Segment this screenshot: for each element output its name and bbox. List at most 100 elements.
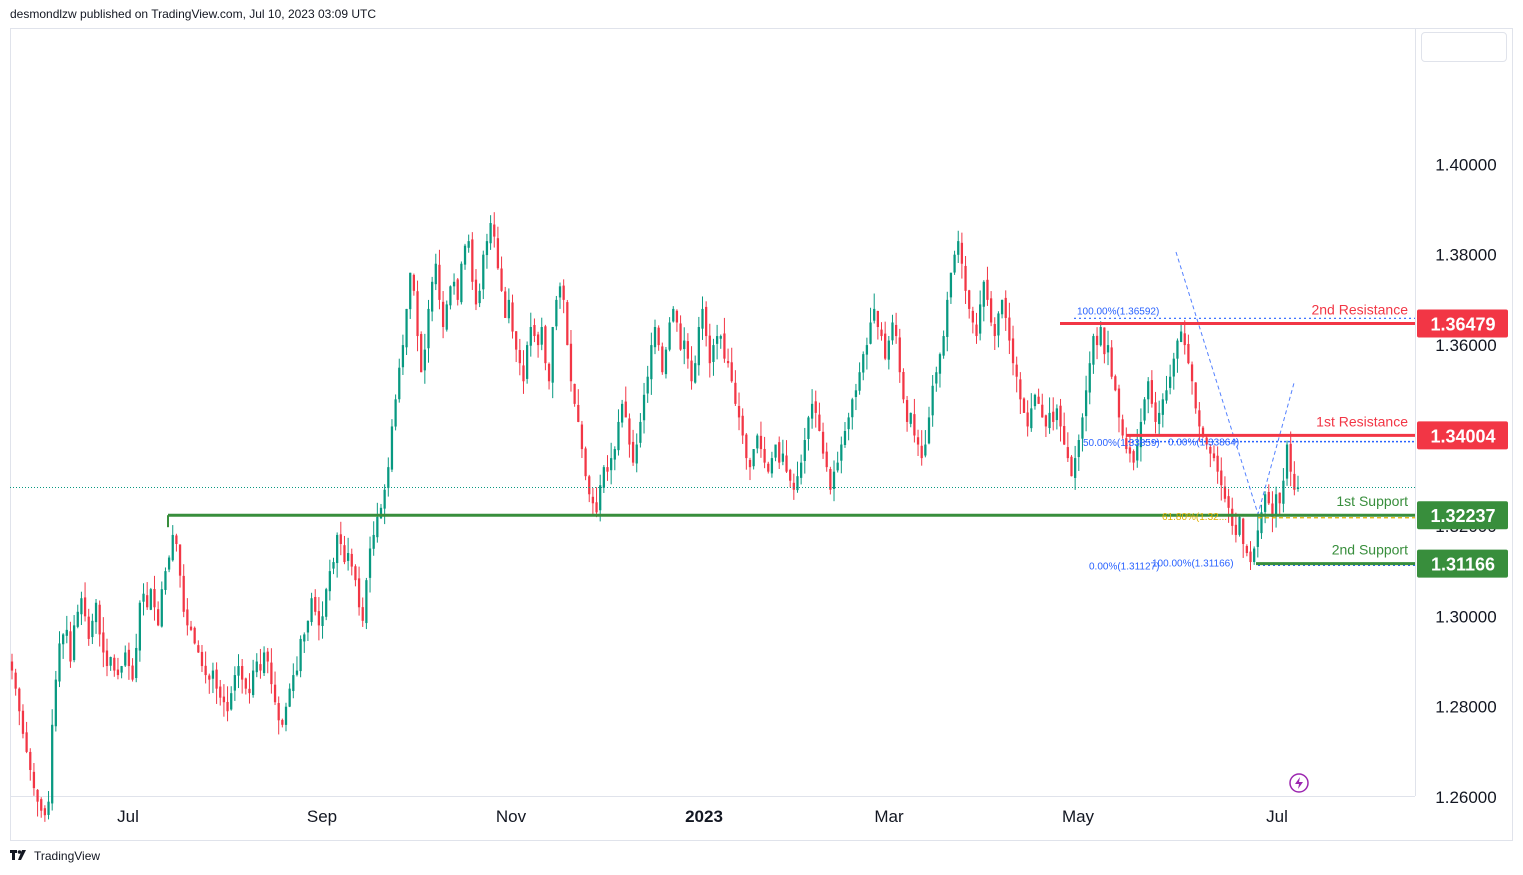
candle-body [1044, 415, 1048, 427]
candle-body [642, 394, 646, 421]
candle-body [708, 335, 711, 364]
candle-body [332, 562, 335, 569]
candle-body [1106, 345, 1110, 353]
candle-body [1161, 399, 1164, 415]
candle-body [160, 589, 163, 627]
candle-body [1011, 338, 1015, 364]
candle-body [697, 327, 700, 366]
candle-body [18, 688, 21, 712]
candle-body [924, 444, 927, 456]
y-tick-label: 1.36000 [1435, 336, 1496, 355]
candle-body [1084, 390, 1088, 417]
candle-body [1063, 426, 1066, 445]
candle-body [266, 651, 269, 662]
candle-body [639, 421, 642, 443]
candle-body [193, 627, 196, 644]
fib-label: 61.80%(1.32... [1162, 512, 1227, 523]
candle-body [1037, 396, 1040, 404]
chart-settings-box[interactable] [1421, 32, 1507, 62]
candle-body [233, 675, 236, 691]
candle-body [379, 507, 383, 519]
candle-body [829, 469, 832, 490]
candle-body [215, 669, 218, 689]
candle-body [653, 327, 657, 348]
candle-body [796, 476, 799, 491]
candle-body [1263, 494, 1267, 512]
y-tick-label: 1.30000 [1435, 607, 1496, 626]
candle-body [1183, 333, 1186, 346]
candle-body [876, 310, 879, 328]
candle-body [401, 345, 405, 368]
candle-body [361, 607, 364, 621]
candle-body [957, 241, 960, 255]
candle-body [591, 496, 595, 504]
candle-body [1136, 444, 1139, 461]
candle-body [182, 575, 185, 612]
candle-body [219, 686, 222, 698]
candle-body [178, 544, 182, 576]
candle-body [321, 616, 324, 626]
candle-body [244, 678, 247, 689]
candle-body [51, 724, 54, 804]
candle-body [968, 290, 971, 309]
candle-body [949, 272, 953, 298]
candle-body [1147, 381, 1150, 400]
candle-body [862, 354, 865, 373]
candle-body [200, 651, 204, 667]
candle-body [354, 566, 357, 581]
candle-body [314, 596, 317, 612]
candle-body [1125, 438, 1128, 450]
y-tick-label: 1.40000 [1435, 155, 1496, 174]
candle-body [72, 625, 76, 661]
candle-body [507, 299, 510, 319]
candle-body [1289, 443, 1292, 472]
candle-body [672, 308, 675, 322]
candle-body [993, 323, 996, 337]
candle-body [1099, 327, 1102, 346]
candle-body [281, 719, 284, 725]
candle-body [1066, 447, 1069, 459]
candle-body [248, 688, 251, 694]
tradingview-logo-icon [10, 850, 26, 860]
candle-body [854, 390, 858, 398]
candle-body [730, 362, 733, 382]
candle-body [98, 604, 101, 635]
candle-body [694, 363, 697, 383]
candle-body [259, 664, 262, 671]
candle-body [54, 679, 57, 727]
price-badge-label: 1.36479 [1430, 314, 1495, 334]
candle-body [752, 449, 755, 467]
candle-body [1030, 408, 1033, 429]
candle-body [416, 291, 419, 337]
candle-body [778, 442, 781, 463]
candle-body [668, 322, 671, 350]
candle-body [971, 310, 974, 323]
candle-body [372, 534, 375, 549]
candle-body [763, 448, 766, 463]
candle-body [960, 242, 964, 264]
candle-body [635, 444, 638, 464]
candle-body [251, 670, 255, 696]
candle-body [606, 467, 609, 472]
candle-body [1033, 394, 1037, 407]
candle-body [390, 426, 394, 470]
candle-body [32, 771, 36, 789]
candle-body [1132, 451, 1135, 463]
candle-body [87, 616, 90, 639]
candle-body [1227, 496, 1230, 508]
tradingview-branding[interactable]: TradingView [10, 849, 100, 863]
candle-body [814, 401, 817, 413]
candle-body [577, 404, 580, 422]
flash-icon[interactable] [1289, 773, 1309, 793]
candle-body [460, 263, 463, 303]
candle-body [748, 459, 752, 468]
candle-body [774, 444, 777, 458]
candle-body [884, 333, 887, 359]
candle-body [405, 308, 408, 348]
x-tick-label: Jul [117, 807, 139, 826]
candle-body [47, 801, 50, 815]
candle-body [1198, 410, 1201, 427]
candle-body [690, 360, 693, 382]
time-axis: Jul Sep Nov 2023 Mar May Jul [117, 807, 1288, 826]
